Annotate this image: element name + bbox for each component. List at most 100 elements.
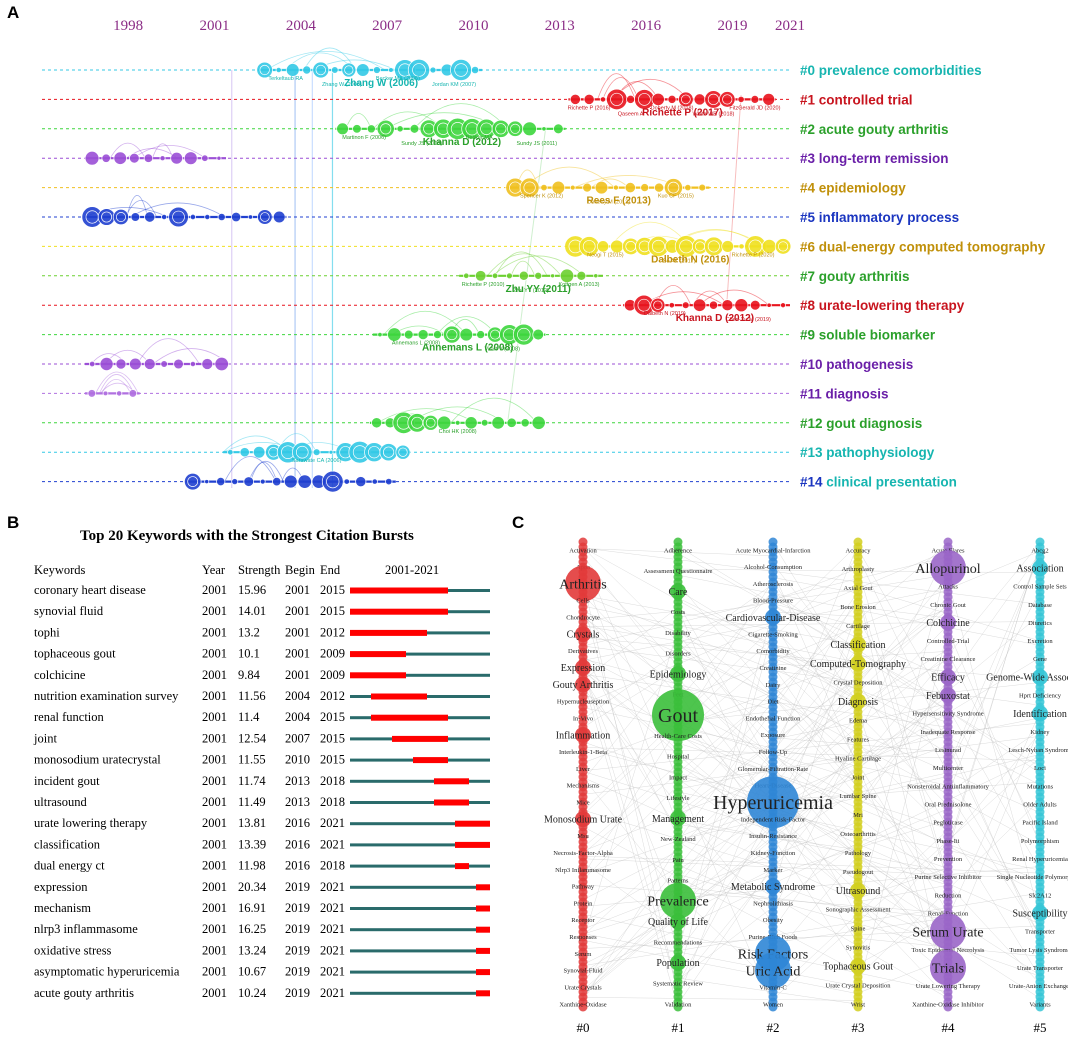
network-edge [857, 568, 949, 879]
network-term-label: Attacks [938, 584, 958, 591]
burst-red-bar [476, 947, 490, 954]
network-term-label: Nlrp3 Inflammasome [555, 867, 611, 874]
cluster-node [678, 91, 694, 108]
cluster-node [321, 470, 344, 493]
network-term-label: Synovitis [846, 945, 871, 952]
cluster-node [594, 180, 609, 195]
network-hub-node [575, 676, 591, 693]
cluster-node [667, 94, 677, 104]
network-edge [677, 824, 859, 850]
network-term-label: Pathology [845, 850, 872, 857]
burst-strength: 11.98 [238, 859, 266, 873]
cluster-node [217, 212, 226, 222]
network-edge [772, 611, 859, 617]
network-edge [582, 845, 679, 1002]
cluster-name: urate-lowering therapy [815, 298, 965, 313]
cluster-node [144, 211, 156, 223]
cluster-label: #6 dual-energy computed tomography [800, 239, 1046, 254]
burst-begin: 2007 [285, 731, 310, 745]
cluster-node [422, 414, 439, 431]
burst-keyword: urate lowering therapy [34, 816, 148, 830]
cluster-author-label: Doherty M (2012) [587, 200, 630, 206]
network-term-label: Exposure [761, 732, 786, 739]
network-edge [677, 553, 949, 703]
cluster-node [596, 240, 610, 253]
network-term-label: Oral Prednisolone [924, 802, 971, 809]
cluster-node [654, 182, 665, 193]
network-term-label: Colchicine [926, 618, 970, 629]
burst-keyword: monosodium uratecrystal [34, 753, 161, 767]
cluster-node [429, 66, 437, 74]
network-edge [677, 589, 949, 754]
cluster-author-label: Doherty M (2018) [651, 105, 694, 111]
network-term-label: Blood-Pressure [753, 598, 793, 605]
cluster-id: #2 [800, 122, 815, 137]
cluster-node [518, 270, 529, 281]
network-term-label: Multicenter [933, 765, 964, 772]
cluster-node [283, 474, 298, 489]
cluster-node [102, 390, 109, 397]
cluster-author-label: Sundy JS (2008) [401, 141, 442, 147]
timeline-year-label: 2004 [286, 18, 317, 34]
network-edge [677, 583, 859, 798]
cluster-node [231, 478, 239, 486]
cluster-author-label: Becker MA (2005) [376, 76, 420, 82]
cluster-major-author: Richette P (2017) [642, 107, 722, 118]
burst-year: 2001 [202, 795, 227, 809]
timeline-year-label: 2007 [372, 18, 403, 34]
network-hub-node [575, 726, 591, 743]
burst-end: 2021 [320, 816, 345, 830]
cluster-name: pathophysiology [823, 445, 935, 460]
network-edge [772, 807, 859, 944]
cluster-node [297, 474, 312, 489]
cluster-arc [247, 461, 284, 482]
timeline-year-label: 2013 [545, 18, 575, 34]
cluster-node [168, 206, 189, 228]
network-term-label: Follow-Up [759, 749, 788, 756]
burst-begin: 2001 [285, 647, 310, 661]
network-cluster-label: #0 [577, 1020, 590, 1035]
network-term-label: Transporter [1025, 929, 1056, 936]
network-edge [582, 674, 949, 728]
burst-strength: 13.39 [238, 837, 266, 851]
network-hub-node [1032, 705, 1048, 722]
cluster-node [170, 151, 184, 165]
cluster-node [762, 92, 776, 106]
cluster-name: controlled trial [815, 92, 913, 107]
network-hub-node [850, 693, 866, 710]
burst-base-bar [350, 949, 490, 953]
network-term-label: Care [669, 587, 688, 598]
network-term-label: Pseudogout [843, 869, 874, 876]
network-hub-node [765, 609, 781, 626]
burst-end: 2021 [320, 922, 345, 936]
cluster-node [553, 123, 564, 135]
cluster-node [436, 415, 452, 431]
burst-red-bar [455, 820, 490, 827]
cluster-arc [266, 50, 386, 71]
cluster-node-ring [523, 181, 536, 194]
network-term-label: Accuracy [846, 547, 872, 554]
cluster-node [668, 302, 675, 309]
network-term-label: New-Zealand [660, 836, 696, 843]
cluster-node [651, 92, 665, 107]
cluster-node [522, 121, 537, 137]
cluster-major-author: Zhang W (2006) [344, 78, 418, 89]
cluster-node [201, 358, 214, 370]
cluster-node [698, 183, 707, 192]
network-edge [772, 685, 859, 763]
cluster-node [385, 477, 393, 486]
cluster-node [583, 93, 595, 105]
network-cluster-label: #5 [1034, 1020, 1047, 1035]
cluster-node [312, 448, 321, 457]
burst-year: 2001 [202, 943, 227, 957]
network-edge [582, 630, 679, 672]
network-term-label: Acute Myocardial-Infarction [736, 547, 812, 554]
burst-table-header: Strength [238, 563, 281, 577]
burst-end: 2021 [320, 965, 345, 979]
network-hub-node [940, 687, 956, 704]
burst-end: 2018 [320, 859, 345, 873]
burst-table-title: Top 20 Keywords with the Strongest Citat… [80, 528, 414, 544]
network-term-label: Trials [932, 962, 964, 977]
network-term-label: Management [652, 814, 704, 825]
cluster-id: #3 [800, 151, 816, 166]
